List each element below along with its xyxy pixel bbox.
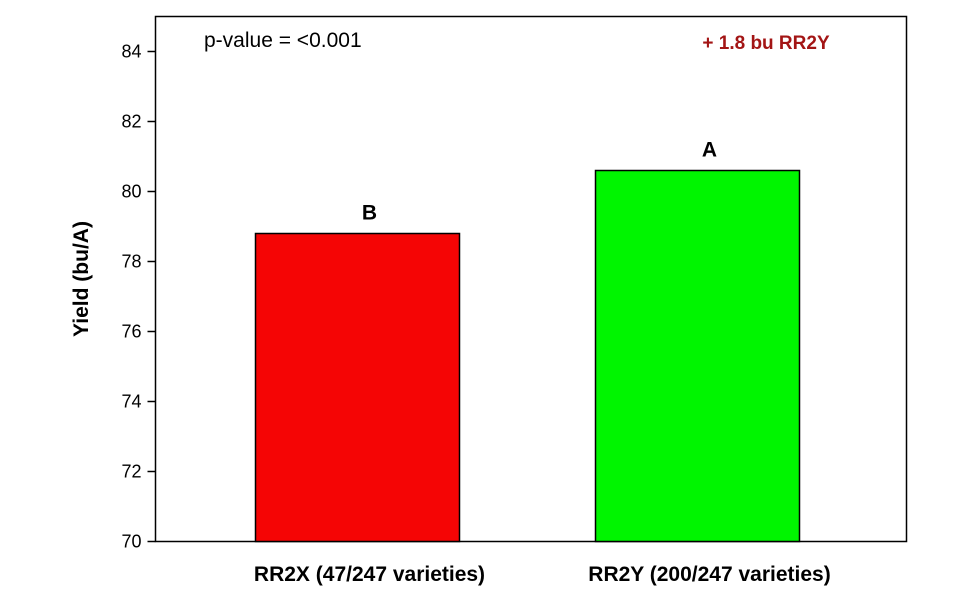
y-tick-label: 84 — [121, 42, 141, 62]
y-tick-label: 78 — [121, 252, 141, 272]
y-tick-label: 74 — [121, 392, 141, 412]
y-tick-label: 70 — [121, 532, 141, 552]
x-category-label: RR2X (47/247 varieties) — [254, 563, 485, 586]
bars — [254, 169, 801, 543]
bar-1 — [254, 232, 461, 543]
y-tick-label: 80 — [121, 182, 141, 202]
y-tick-label: 72 — [121, 462, 141, 482]
bar-2 — [594, 169, 801, 543]
y-tick-label: 76 — [121, 322, 141, 342]
y-axis-ticks: 70 72 74 76 78 80 82 84 — [121, 42, 156, 552]
bar-significance-labels: BA — [362, 139, 717, 225]
bar-letter-label: A — [702, 139, 717, 162]
x-axis-category-labels: RR2X (47/247 varieties) RR2Y (200/247 var… — [254, 563, 831, 586]
y-tick-label: 82 — [121, 112, 141, 132]
x-category-label: RR2Y (200/247 varieties) — [588, 563, 830, 586]
difference-annotation: + 1.8 bu RR2Y — [702, 33, 830, 54]
p-value-annotation: p-value = <0.001 — [204, 29, 362, 52]
y-axis-title: Yield (bu/A) — [70, 221, 93, 337]
bar-letter-label: B — [362, 202, 377, 225]
plot-frame — [154, 15, 908, 543]
